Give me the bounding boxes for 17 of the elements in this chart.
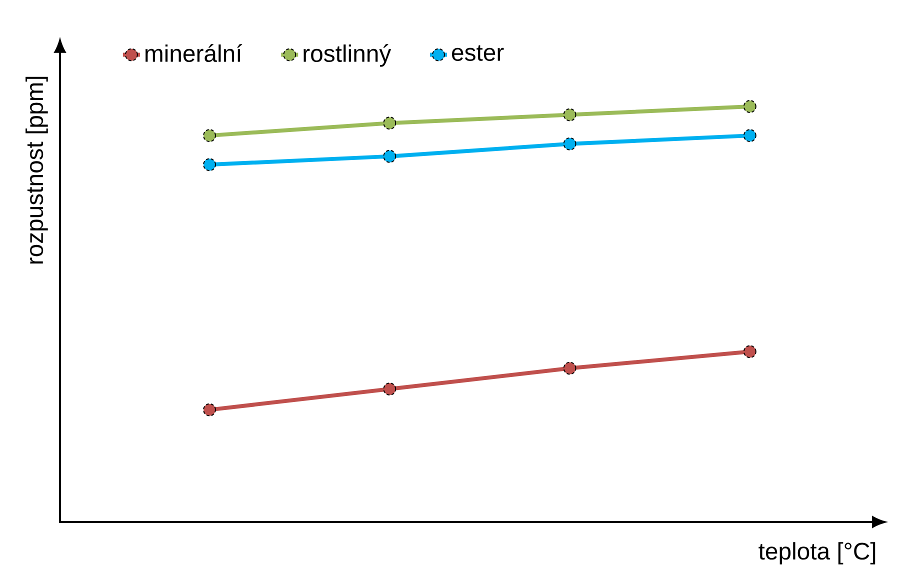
point (383, 382, 396, 396)
point (743, 129, 756, 142)
point (743, 100, 756, 113)
y-axis-title: rozpustnost [ppm] (26, 76, 48, 264)
point (563, 108, 576, 122)
point (563, 362, 576, 375)
point (203, 158, 216, 172)
point (383, 116, 396, 130)
point (203, 129, 216, 142)
x-axis-title: teplota [°C] (758, 542, 876, 564)
legend-label: ester (452, 45, 504, 61)
point (743, 345, 756, 358)
legend-label: minerální (146, 44, 242, 62)
point (383, 150, 396, 163)
point (203, 403, 216, 416)
point (563, 137, 576, 150)
legend-label: rostlinný (304, 44, 392, 67)
